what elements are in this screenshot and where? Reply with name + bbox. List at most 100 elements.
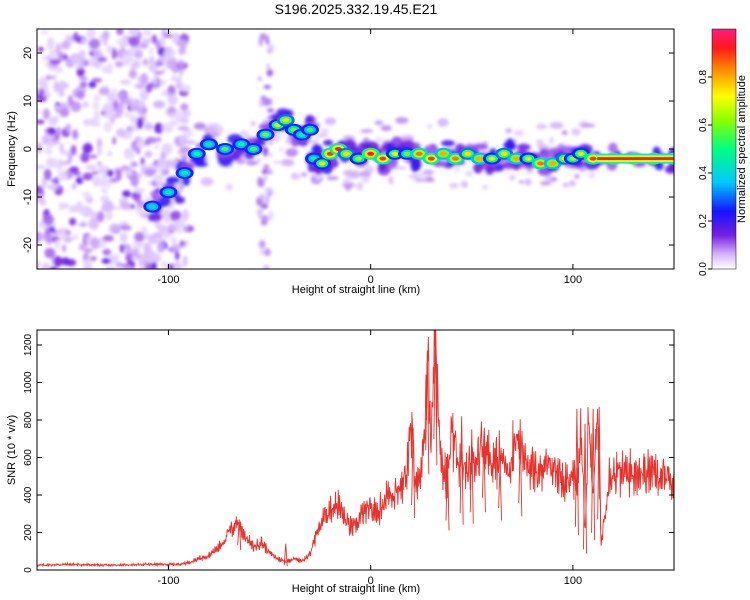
snr-spike [481, 438, 486, 513]
spectrogram-cell [266, 108, 275, 113]
snr-spike [445, 453, 450, 531]
ridge-cell-core [379, 156, 387, 161]
spectrogram-cell [79, 81, 88, 88]
spectrogram-cell [40, 199, 46, 206]
spectrogram-cell [59, 142, 64, 153]
spectrogram-cell [71, 182, 77, 190]
spectrogram-cell [257, 209, 263, 219]
snr-panel: -100 0 100 0 200 400 600 800 1000 1200 Height of… [6, 329, 675, 595]
spectrogram-cell [262, 264, 270, 269]
spectrogram-cell [184, 240, 190, 245]
spectrogram-cell [263, 164, 270, 171]
spectrogram-cell [449, 182, 460, 189]
spectrogram-cell [158, 155, 165, 168]
spectrogram-cell [37, 165, 46, 170]
spectrogram-cell [54, 239, 61, 250]
spectrogram-cell [461, 180, 468, 188]
spectrogram-cell [134, 83, 146, 89]
spectrogram-cell [111, 87, 117, 98]
spectrogram-cell [258, 123, 271, 131]
spectrogram-cell [513, 129, 524, 137]
spectrogram-cell [82, 259, 94, 265]
spectrogram-cell [102, 102, 114, 115]
spectrogram-cell [380, 125, 392, 132]
spectrogram-cell [53, 81, 60, 93]
snr-x-ticks: -100 0 100 [157, 330, 582, 587]
snr-spike [459, 416, 464, 525]
spectrogram-cell [176, 77, 182, 87]
ridge-cell-core [403, 151, 411, 156]
x-tick-label: 0 [368, 274, 374, 286]
snr-y-ticks: 0 200 400 600 800 1000 1200 [23, 333, 674, 573]
spectrogram-cell [83, 248, 93, 253]
spectrogram-cell [115, 262, 124, 268]
spectrogram-cell [342, 135, 355, 141]
spectrogram-cell [240, 130, 247, 135]
spectrogram-cell [58, 170, 68, 181]
spectrogram-cell [37, 119, 45, 124]
spectrogram-cell [155, 40, 161, 50]
spectrogram-cell [130, 161, 139, 168]
spectrogram-cell [154, 236, 165, 242]
spectrogram-cell [42, 213, 54, 226]
y-tick-label: 1200 [23, 333, 34, 356]
spectrogram-cell [441, 140, 455, 147]
spectrogram-cell [98, 87, 111, 96]
spectrogram-cell [206, 125, 218, 133]
spectrogram-cell [257, 176, 262, 186]
spectrogram-cell [165, 176, 181, 184]
spectrogram-cell [161, 142, 173, 155]
spectrogram-cell [78, 222, 88, 227]
ridge-cell-core [427, 156, 435, 161]
spectrogram-cell [81, 191, 92, 198]
spectrogram-cell [60, 257, 70, 266]
ridge-cell-core [367, 151, 375, 156]
spectrogram-y-ticks: -20 -10 0 10 20 [22, 47, 674, 253]
spectrogram-cell [549, 136, 554, 145]
spectrogram-cell [136, 139, 145, 150]
snr-line-layer [37, 330, 674, 568]
spectrogram-cell [37, 143, 42, 154]
spectrogram-cell [262, 175, 268, 181]
spectrogram-cell [607, 142, 618, 154]
spectrogram-cell [101, 66, 111, 74]
spectrogram-cell [167, 263, 174, 269]
spectrogram-cell [111, 47, 118, 60]
spectrogram-cell [136, 199, 145, 209]
spectrogram-cell [142, 30, 152, 36]
spectrogram-cell [80, 153, 90, 163]
spectrogram-cell [359, 170, 371, 177]
spectrogram-cell [392, 166, 407, 170]
ridge-cell-core [342, 151, 350, 156]
spectrogram-cell [116, 38, 125, 46]
x-tick-label: 100 [564, 274, 582, 286]
spectrogram-cell [130, 204, 135, 209]
spectrogram-cell [165, 165, 170, 171]
spectrogram-cell [588, 171, 596, 179]
spectrogram-cell [41, 262, 50, 269]
spectrogram-cell [182, 225, 189, 231]
spectrogram-cell [133, 187, 146, 194]
ridge-cell-core [512, 156, 520, 161]
spectrogram-cell [156, 241, 166, 254]
spectrogram-cell [96, 147, 103, 156]
spectrogram-cell [93, 49, 103, 59]
spectrogram-cell [96, 211, 105, 223]
spectrogram-cell [97, 160, 102, 167]
spectrogram-cell [46, 157, 56, 168]
ridge-cell-core [415, 151, 423, 156]
spectrogram-cell [258, 98, 264, 108]
spectrogram-cell [177, 60, 184, 71]
y-tick-label: 20 [22, 47, 34, 59]
spectrogram-x-label: Height of straight line (km) [292, 284, 420, 296]
spectrogram-cell [183, 140, 197, 144]
spectrogram-cell [437, 118, 449, 127]
spectrogram-cell [182, 255, 188, 267]
spectrogram-cell [45, 75, 52, 80]
spectrogram-cell [122, 53, 134, 64]
spectrogram-cell [75, 201, 84, 212]
spectrogram-cell [82, 118, 93, 126]
spectrogram-cell [505, 127, 512, 134]
spectrogram-cell [119, 79, 132, 85]
